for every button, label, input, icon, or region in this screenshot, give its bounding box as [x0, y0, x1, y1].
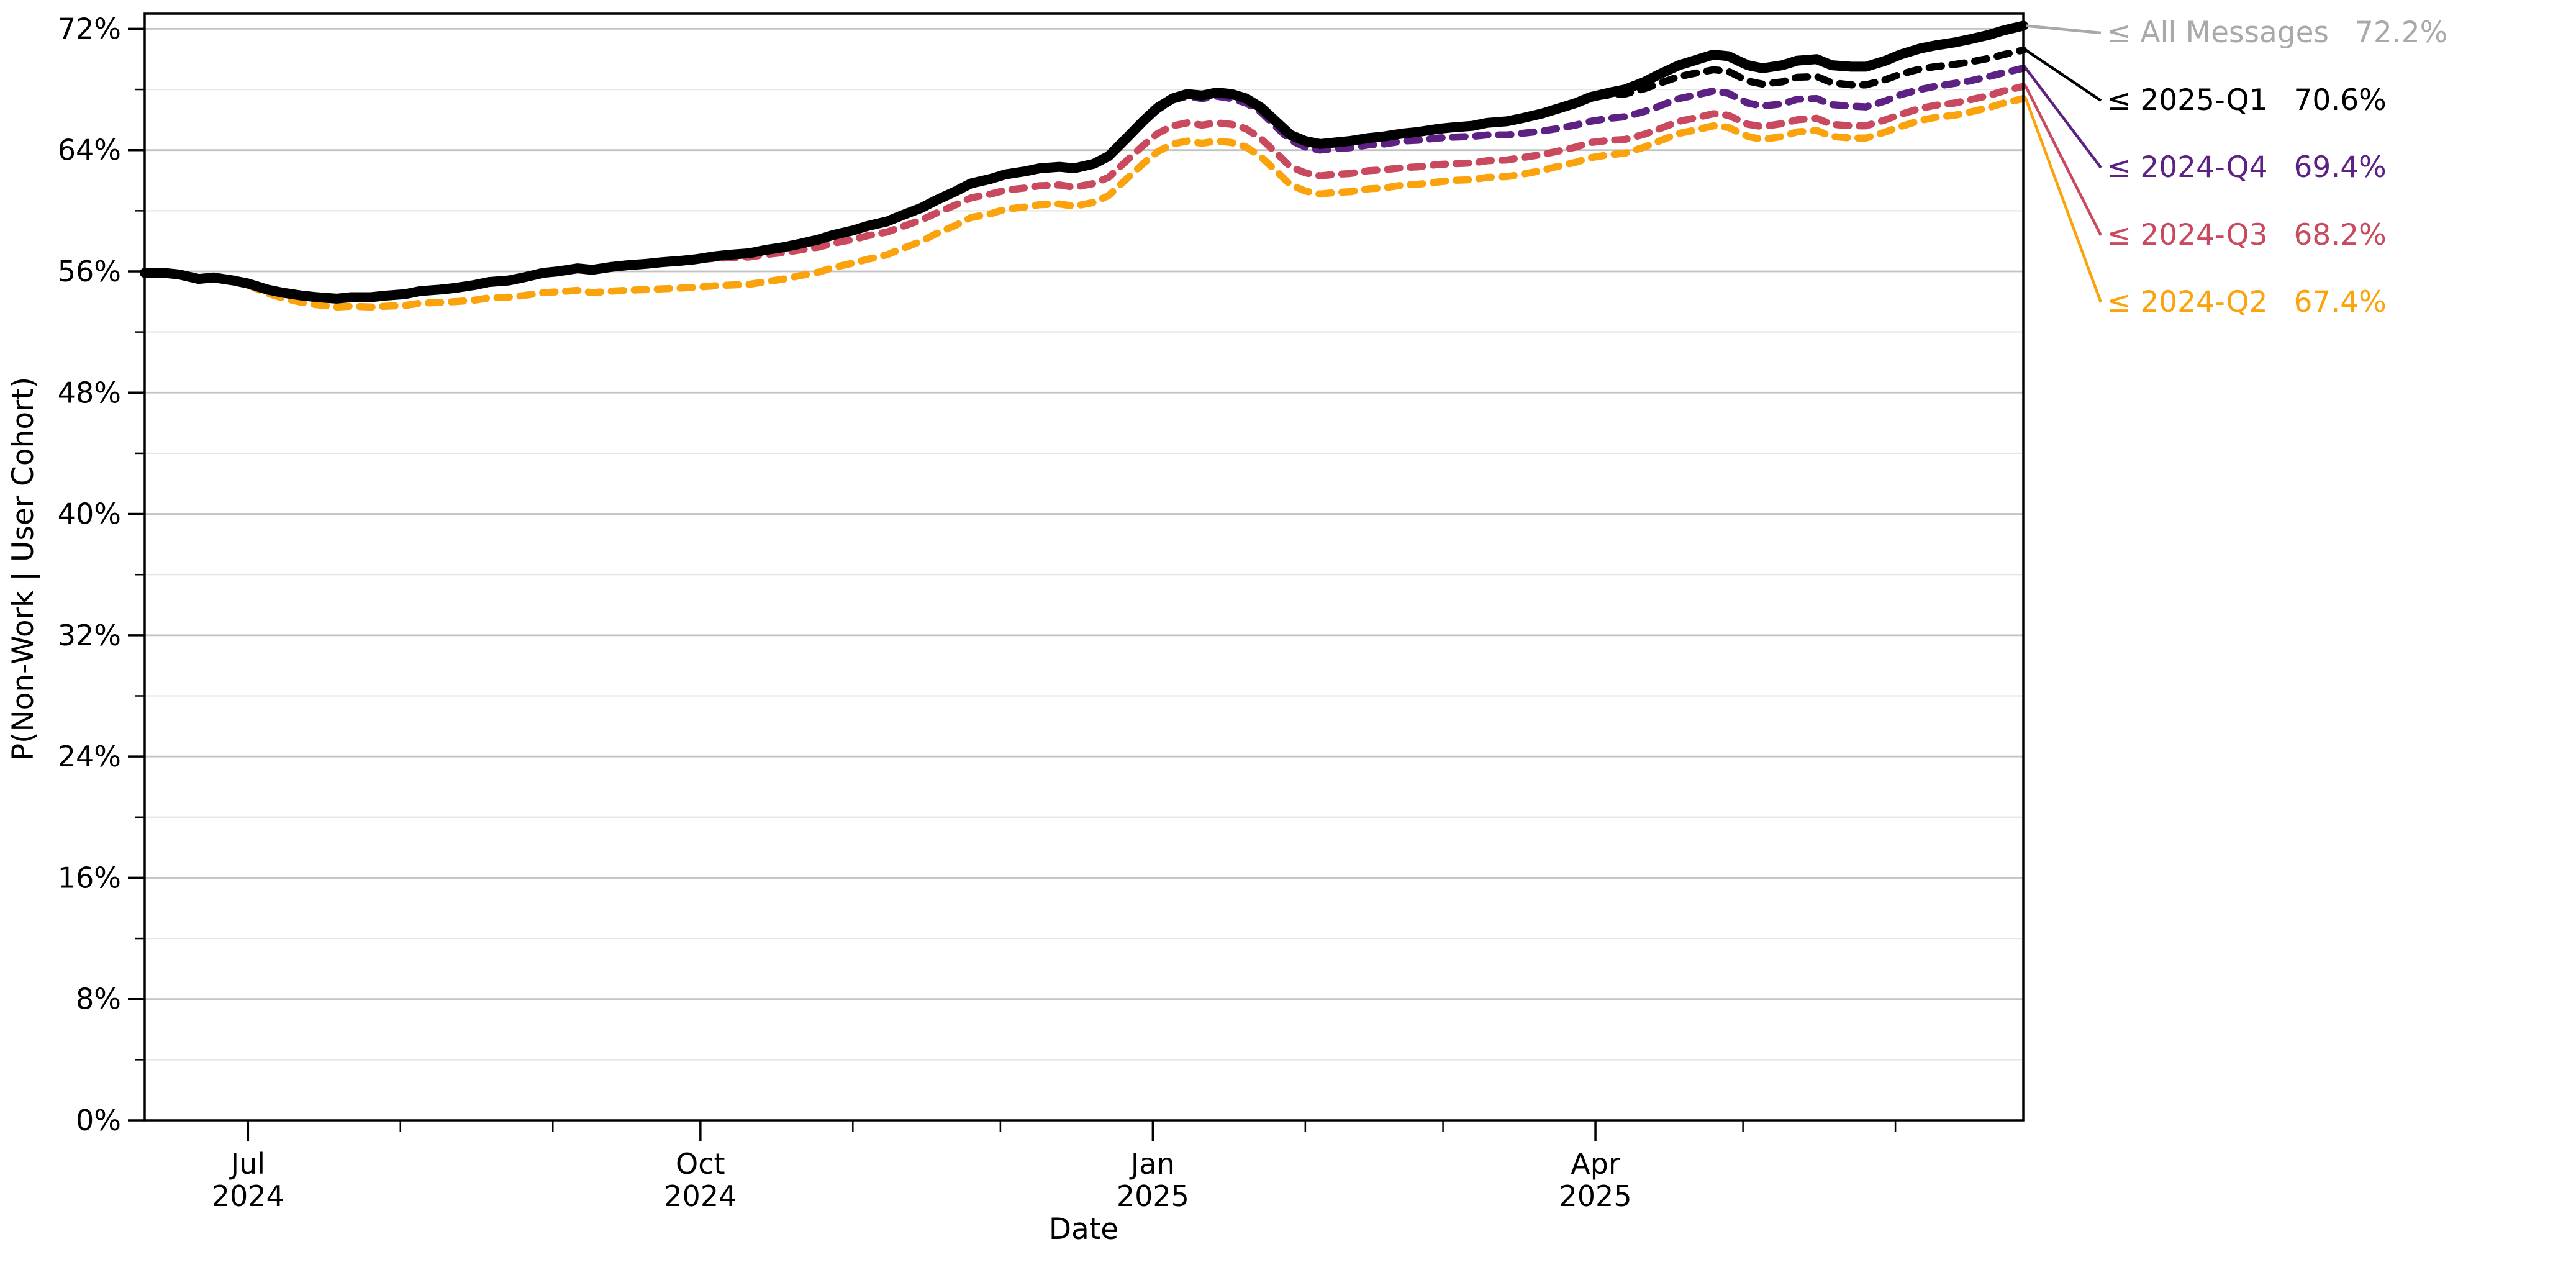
- legend-label: ≤ 2025-Q1: [2107, 83, 2268, 117]
- legend-leader-2024-q2: [2024, 98, 2103, 303]
- legend-value: 70.6%: [2293, 83, 2387, 117]
- x-tick-label: Apr 2025: [1559, 1147, 1632, 1213]
- series-2024-q3: [697, 83, 2027, 263]
- x-tick-label: Jan 2025: [1117, 1147, 1189, 1213]
- y-tick-label: 24%: [58, 740, 121, 773]
- legend-value: 72.2%: [2355, 16, 2448, 50]
- legend-label: ≤ All Messages: [2107, 16, 2329, 50]
- series-2025-q1: [1592, 46, 2027, 101]
- x-axis-title: Date: [1048, 1212, 1119, 1246]
- legend-item-2025-q1: ≤ 2025-Q1 70.6%: [2107, 83, 2387, 118]
- legend-label: ≤ 2024-Q4: [2107, 150, 2268, 184]
- legend-item-all-messages: ≤ All Messages 72.2%: [2107, 16, 2447, 50]
- y-axis-title: P(Non-Work | User Cohort): [6, 376, 40, 761]
- series-all-messages: [140, 20, 2028, 304]
- x-tick-label: Oct 2024: [664, 1147, 737, 1213]
- plot-border: [143, 12, 2025, 1122]
- legend-leader-2025-q1: [2025, 48, 2102, 102]
- legend-label: ≤ 2024-Q2: [2107, 285, 2268, 319]
- legend-leader-2024-q3: [2024, 86, 2103, 237]
- legend-leader-2024-q4: [2025, 67, 2102, 169]
- y-tick-label: 0%: [76, 1104, 121, 1137]
- y-tick-label: 32%: [58, 619, 121, 652]
- y-tick-label: 72%: [58, 12, 121, 45]
- y-tick-label: 40%: [58, 497, 121, 531]
- x-tick-label: Jul 2024: [212, 1147, 284, 1213]
- legend-leader-all-messages: [2025, 24, 2102, 35]
- legend-label: ≤ 2024-Q3: [2107, 218, 2268, 252]
- legend-value: 69.4%: [2293, 150, 2387, 184]
- y-tick-label: 8%: [76, 982, 121, 1016]
- series-2024-q2: [244, 94, 2027, 311]
- legend-item-2024-q2: ≤ 2024-Q2 67.4%: [2107, 285, 2387, 320]
- legend-value: 68.2%: [2293, 218, 2387, 252]
- legend-item-2024-q3: ≤ 2024-Q3 68.2%: [2107, 218, 2387, 253]
- y-tick-label: 48%: [58, 376, 121, 409]
- legend-item-2024-q4: ≤ 2024-Q4 69.4%: [2107, 150, 2387, 185]
- legend: ≤ All Messages 72.2% ≤ 2025-Q1 70.6% ≤ 2…: [2107, 0, 2576, 348]
- y-tick-label: 16%: [58, 861, 121, 894]
- legend-value: 67.4%: [2293, 285, 2387, 319]
- y-tick-label: 64%: [58, 134, 121, 167]
- y-tick-label: 56%: [58, 255, 121, 288]
